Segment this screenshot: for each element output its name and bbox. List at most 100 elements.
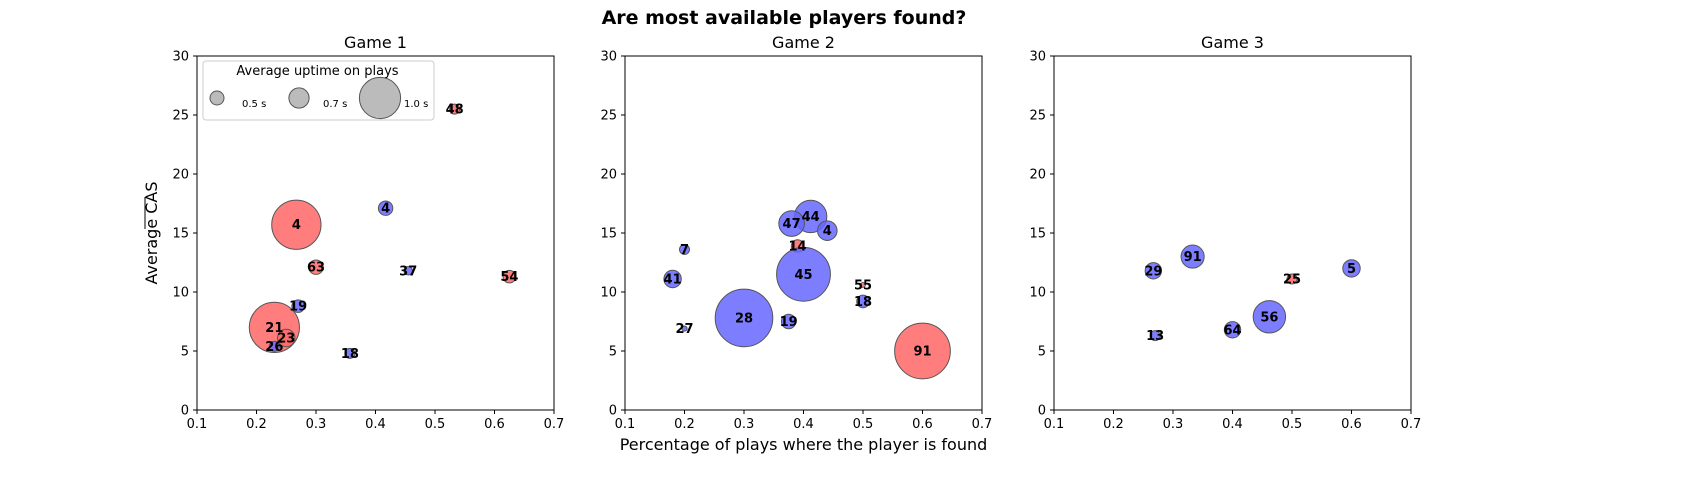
y-tick-label: 5 <box>609 345 617 360</box>
x-tick-label: 0.7 <box>544 417 565 432</box>
x-tick-label: 0.4 <box>793 417 814 432</box>
bubble <box>271 199 322 250</box>
bubble <box>714 288 774 348</box>
bubble-label: 91 <box>913 345 931 360</box>
legend: Average uptime on plays 0.5 s 0.7 s 1.0 s <box>202 60 435 121</box>
bubble-label: 54 <box>500 270 518 285</box>
bubble <box>1252 300 1287 334</box>
x-tick-label: 0.6 <box>912 417 933 432</box>
x-tick-label: 0.1 <box>615 417 636 432</box>
bubble <box>277 328 296 348</box>
bubble <box>856 294 870 309</box>
bubble <box>502 269 517 284</box>
bubble-label: 29 <box>1144 264 1162 279</box>
bubble-label: 37 <box>399 264 417 279</box>
bubble <box>268 340 280 352</box>
y-tick-label: 5 <box>1038 345 1046 360</box>
bubble <box>778 210 805 237</box>
y-tick-label: 20 <box>600 168 617 183</box>
x-tick-label: 0.7 <box>972 417 993 432</box>
y-tick-label: 30 <box>1029 50 1046 65</box>
figure-title: Are most available players found? <box>602 7 967 29</box>
bubble-label: 47 <box>783 217 801 232</box>
subplot-game-3: Game 3 91 5 29 25 56 64 13 0.1 0.2 0.3 0.4 0.5 0.6 0.7… <box>1029 33 1421 432</box>
bubble <box>1286 273 1298 285</box>
bubble <box>403 266 413 276</box>
y-tick-label: 25 <box>172 109 189 124</box>
y-tick-label: 15 <box>1029 227 1046 242</box>
y-tick-label: 10 <box>1029 286 1046 301</box>
bubble-label: 19 <box>289 300 307 315</box>
legend-entry-label: 0.5 s <box>242 99 266 110</box>
bubble-label: 4 <box>823 224 832 239</box>
bubble-label: 18 <box>854 295 872 310</box>
bubble-label: 28 <box>735 311 753 326</box>
x-tick-label: 0.3 <box>306 417 327 432</box>
data-points: 91 5 29 25 56 64 13 <box>1144 244 1361 344</box>
y-tick-label: 15 <box>172 227 189 242</box>
x-tick-label: 0.1 <box>187 417 208 432</box>
bubble-label: 55 <box>854 278 872 293</box>
bubble-label: 4 <box>381 202 390 217</box>
y-tick-label: 0 <box>1038 404 1046 419</box>
legend-marker <box>209 90 225 106</box>
y-tick-label: 30 <box>600 50 617 65</box>
bubble <box>1223 321 1242 339</box>
x-tick-label: 0.2 <box>674 417 695 432</box>
bubble <box>1180 244 1205 269</box>
bubble-label: 26 <box>265 340 283 355</box>
bubble-label: 25 <box>1283 273 1301 288</box>
x-tick-label: 0.3 <box>1163 417 1184 432</box>
bubble <box>780 313 797 330</box>
bubble-label: 91 <box>1184 250 1202 265</box>
bubble <box>1149 330 1161 342</box>
bubble <box>377 200 394 216</box>
x-tick-label: 0.5 <box>853 417 874 432</box>
bubble <box>776 246 831 302</box>
bubble-label: 18 <box>341 347 359 362</box>
bubble <box>817 220 838 241</box>
bubble-label: 7 <box>680 243 689 258</box>
bubble-label: 56 <box>1260 310 1278 325</box>
bubble-label: 44 <box>802 210 820 225</box>
y-tick-label: 15 <box>600 227 617 242</box>
y-tick-label: 0 <box>181 404 189 419</box>
bubble-label: 4 <box>292 218 301 233</box>
x-tick-label: 0.4 <box>1222 417 1243 432</box>
bubble-label: 64 <box>1223 323 1241 338</box>
legend-title: Average uptime on plays <box>236 64 398 79</box>
bubble-label: 48 <box>446 103 464 118</box>
bubble-label: 21 <box>265 321 283 336</box>
y-tick-label: 25 <box>600 109 617 124</box>
bubble-label: 63 <box>307 261 325 276</box>
x-tick-label: 0.3 <box>734 417 755 432</box>
x-tick-label: 0.2 <box>246 417 267 432</box>
x-tick-label: 0.1 <box>1044 417 1065 432</box>
subplot-title: Game 3 <box>1201 33 1264 52</box>
bubble <box>308 259 324 275</box>
bubble <box>1144 262 1163 280</box>
y-tick-label: 10 <box>600 286 617 301</box>
bubble-label: 45 <box>794 268 812 283</box>
x-tick-label: 0.5 <box>425 417 446 432</box>
bubble <box>344 347 356 359</box>
bubble <box>679 244 690 256</box>
bubble <box>894 322 951 380</box>
x-tick-label: 0.5 <box>1282 417 1303 432</box>
x-tick-label: 0.6 <box>484 417 505 432</box>
y-tick-label: 25 <box>1029 109 1046 124</box>
legend-marker <box>288 87 310 109</box>
bubble <box>1342 259 1361 278</box>
bubble <box>681 325 688 332</box>
legend-entry-label: 1.0 s <box>404 99 428 110</box>
bubble-label: 13 <box>1146 329 1164 344</box>
bubble-label: 27 <box>675 322 693 337</box>
bubble <box>663 269 682 289</box>
y-tick-label: 20 <box>172 168 189 183</box>
bubble <box>291 299 305 313</box>
